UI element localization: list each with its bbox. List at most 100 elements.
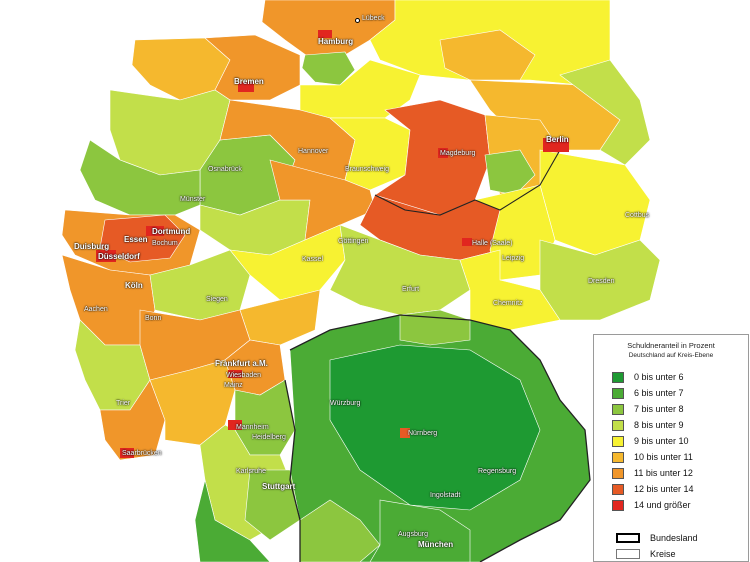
city-label-osnabrueck: Osnabrück [208,166,242,173]
city-patch-duesseldorf [96,250,116,262]
region-bremen-area [204,34,301,101]
city-label-duisburg: Duisburg [74,242,110,251]
city-label-magdeburg: Magdeburg [440,150,476,157]
city-label-mannheim: Mannheim [236,424,269,431]
city-label-berlin: Berlin [546,135,569,144]
city-label-muenster: Münster [180,196,206,203]
region-nrw-north [79,139,201,216]
bundesland-border-bavaria [289,314,591,562]
region-thuringia-east [459,249,561,331]
city-label-augsburg: Augsburg [398,531,428,538]
city-label-braunschweig: Braunschweig [345,166,389,173]
legend-item: 12 bis unter 14 [612,483,694,495]
city-label-bremen: Bremen [234,77,264,86]
luebeck-dot [355,18,360,23]
city-patch-mannheim [228,420,242,430]
city-patch-wiesbaden [228,370,242,378]
region-braunschweig [329,117,411,191]
city-label-dortmund: Dortmund [152,227,191,236]
city-label-erfurt: Erfurt [402,286,420,293]
legend-item: 8 bis unter 9 [612,419,684,431]
city-label-leipzig: Leipzig [502,255,525,262]
map-legend: Schuldneranteil in Prozent Deutschland a… [593,334,749,562]
city-label-karlsruhe: Karlsruhe [236,468,266,475]
legend-swatch [612,387,624,399]
city-label-hannover: Hannover [298,148,329,155]
region-berlin-green [484,149,536,196]
legend-item: 0 bis unter 6 [612,371,684,383]
legend-label: 0 bis unter 6 [634,372,684,382]
city-patch-dortmund [146,226,164,236]
legend-label: 7 bis unter 8 [634,404,684,414]
bundesland-border-north [374,149,561,216]
legend-swatch [612,435,624,447]
city-label-luebeck: Lübeck [362,15,385,22]
legend-item: 7 bis unter 8 [612,403,684,415]
region-brandenburg-green [559,59,651,166]
city-label-saarbruecken: Saarbrücken [122,450,162,457]
region-mecklenburg-orange [439,29,536,81]
city-label-muenchen: München [418,540,454,549]
city-label-trier: Trier [116,400,131,407]
legend-swatch [612,371,624,383]
city-label-wuerzburg: Würzburg [330,400,361,407]
legend-item: 9 bis unter 10 [612,435,689,447]
legend-label: 12 bis unter 14 [634,484,694,494]
city-label-dresden: Dresden [588,278,615,285]
city-label-bochum: Bochum [152,240,178,247]
legend-label: 11 bis unter 12 [634,468,693,478]
region-bavaria-dark [329,344,541,511]
city-patch-bremen [238,82,254,92]
legend-swatch [612,467,624,479]
city-label-stuttgart: Stuttgart [262,482,296,491]
city-label-essen: Essen [124,235,148,244]
city-patch-hamburg [318,30,332,38]
region-munich [369,499,471,562]
city-patch-berlin [543,138,569,152]
legend-subtitle: Deutschland auf Kreis-Ebene [628,352,714,359]
city-label-goettingen: Göttingen [338,238,369,245]
legend-item: 14 und größer [612,499,691,511]
legend-swatch [612,419,624,431]
city-patch-halle [462,238,472,246]
legend-label: 6 bis unter 7 [634,388,684,398]
city-label-mainz: Mainz [224,382,243,389]
legend-item: 6 bis unter 7 [612,387,684,399]
region-saarland [99,379,166,461]
city-label-koeln: Köln [125,281,143,290]
legend-label: 8 bis unter 9 [634,420,684,430]
legend-outline-bundesland: Bundesland [616,532,698,544]
region-black-forest [194,479,271,562]
region-siegen-sauerland [149,249,251,321]
city-label-chemnitz: Chemnitz [493,300,523,307]
city-label-wiesbaden: Wiesbaden [226,372,262,379]
city-label-kassel: Kassel [302,256,324,263]
legend-item: 10 bis unter 11 [612,451,693,463]
city-label-cottbus: Cottbus [625,212,650,219]
bundesland-border-bw [284,379,301,562]
legend-title: Schuldneranteil in Prozent [627,341,715,350]
legend-label-bundesland: Bundesland [650,533,698,543]
legend-outline-kreise: Kreise [616,548,676,560]
city-label-aachen: Aachen [84,306,108,313]
kreise-outline-swatch [616,549,640,559]
city-label-heidelberg: Heidelberg [252,434,286,441]
legend-label: 9 bis unter 10 [634,436,689,446]
legend-item: 11 bis unter 12 [612,467,693,479]
legend-label: 14 und größer [634,500,691,510]
city-label-regensburg: Regensburg [478,468,517,475]
legend-swatch [612,483,624,495]
legend-swatch [612,403,624,415]
city-patch-nuernberg [400,428,410,438]
bundesland-outline-swatch [616,533,640,543]
city-patch-saarbruecken [120,448,134,458]
city-label-siegen: Siegen [206,296,228,303]
city-label-bonn: Bonn [145,315,162,322]
legend-swatch [612,499,624,511]
city-patch-magdeburg [438,148,448,158]
region-stuttgart [244,469,301,541]
city-label-nuernberg: Nürnberg [408,430,438,437]
city-label-duesseldorf: Düsseldorf [98,252,140,261]
legend-label-kreise: Kreise [650,549,676,559]
